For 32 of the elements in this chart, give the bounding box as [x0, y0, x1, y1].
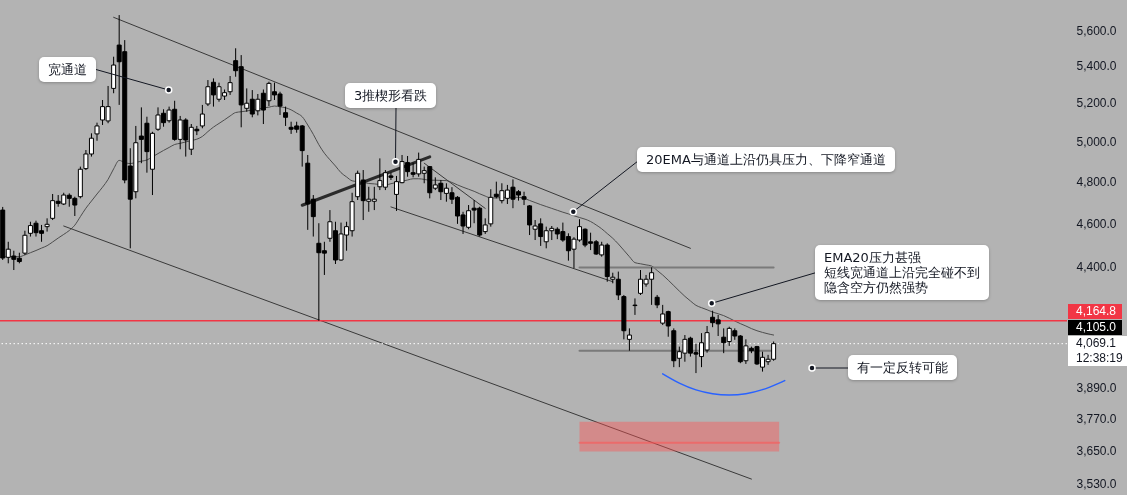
y-tick-label: 5,200.0 [1076, 96, 1117, 111]
annotation: 20EMA与通道上沿仍具压力、下降窄通道 [646, 152, 886, 167]
candlestick [44, 217, 50, 233]
y-tick-label: 5,400.0 [1076, 59, 1117, 74]
text: 有一定反转可能 [857, 360, 948, 375]
candlestick [111, 56, 117, 94]
y-tick-label: 3,650.0 [1076, 443, 1117, 458]
text: EMA20压力甚强 [824, 250, 922, 265]
text: 短线宽通道上沿完全碰不到 [824, 265, 980, 280]
text: 4,105.0 [1076, 320, 1117, 336]
y-tick-label: 3,770.0 [1076, 412, 1117, 427]
candlestick [22, 230, 28, 256]
candlestick [283, 106, 289, 127]
y-tick-label: 5,600.0 [1076, 23, 1117, 38]
y-tick-label: 4,400.0 [1076, 260, 1117, 275]
candlestick [632, 297, 638, 316]
candlestick [521, 191, 527, 206]
y-tick-label: 4,800.0 [1076, 174, 1117, 189]
candlestick [199, 104, 205, 129]
y-tick-label: 5,000.0 [1076, 134, 1117, 149]
ref-line-label: 4,069.1 [1076, 336, 1118, 352]
y-tick-label: 4,600.0 [1076, 216, 1117, 231]
annotation: 3推楔形看跌 [354, 88, 428, 103]
y-tick-label: 3,530.0 [1076, 476, 1117, 491]
y-tick-label: 3,890.0 [1076, 381, 1117, 396]
ref-line-label: 4,164.8 [1076, 304, 1117, 320]
line-series [661, 373, 786, 396]
text: 12:38:19 [1076, 351, 1123, 367]
candlestick [227, 75, 233, 96]
candlestick [94, 122, 100, 142]
text: 隐含空方仍然强势 [824, 280, 929, 295]
annotation: 宽通道 [48, 62, 87, 77]
